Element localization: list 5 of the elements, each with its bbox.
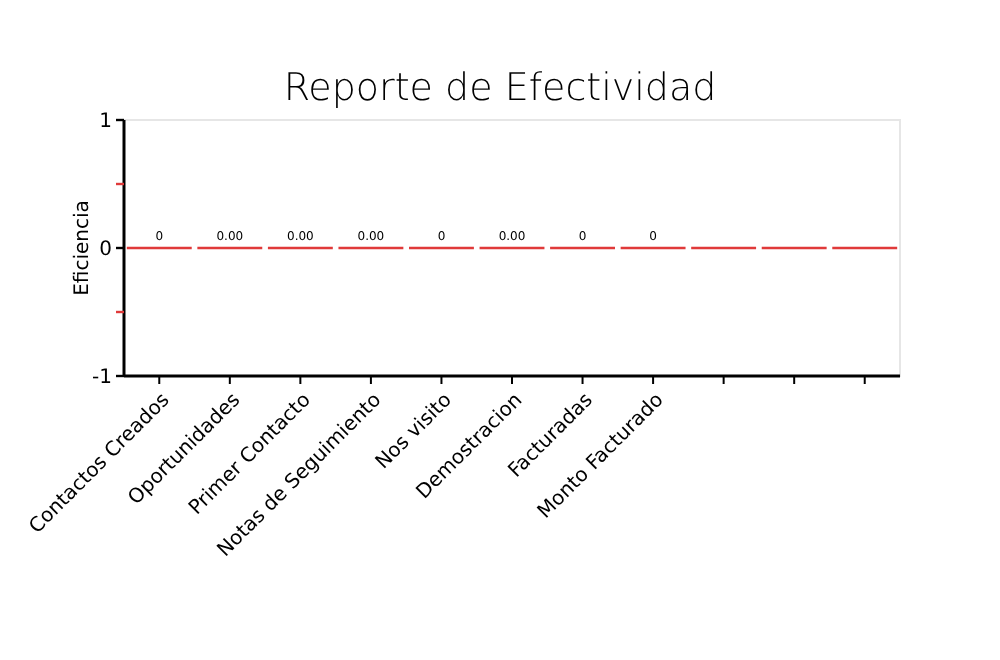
y-tick-label: 0: [99, 239, 112, 261]
y-tick-label: 1: [99, 111, 112, 133]
y-axis-title: Eficiencia: [72, 200, 94, 296]
chart-title: Reporte de Efectividad: [283, 66, 717, 110]
y-tick-label: -1: [92, 367, 112, 389]
